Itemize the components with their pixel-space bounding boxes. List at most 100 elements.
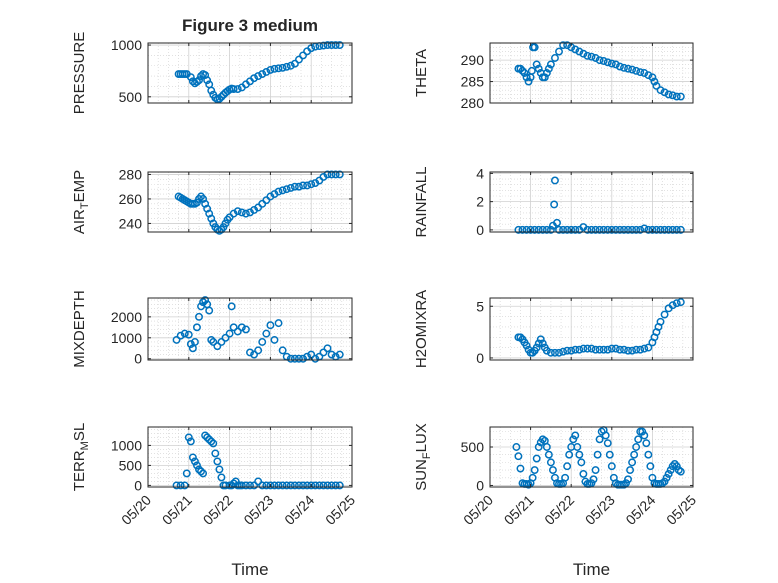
data-point [319, 41, 328, 50]
data-point [551, 54, 559, 62]
data-point [632, 443, 641, 451]
data-point [172, 481, 181, 490]
y-tick-label: 280 [119, 166, 143, 182]
data-point [559, 41, 568, 50]
data-point [527, 66, 536, 75]
data-point [512, 443, 521, 451]
data-point [286, 183, 295, 192]
data-point [282, 481, 291, 490]
data-point [518, 225, 527, 234]
data-point [603, 345, 612, 354]
data-point [546, 60, 555, 69]
x-tick-label: 05/24 [622, 492, 658, 528]
data-point [656, 86, 665, 95]
data-point [270, 335, 279, 344]
data-point [632, 225, 641, 234]
subplot-sun-flux: 0 500 05/20 05/21 05/22 05/23 05/24 05/25 SUNFLU… [413, 423, 699, 579]
data-point [605, 450, 614, 459]
y-tick-label: 4 [476, 165, 484, 181]
data-point [567, 225, 576, 234]
data-point [295, 481, 303, 490]
data-point [530, 466, 539, 475]
data-point [250, 481, 259, 490]
data-point [215, 94, 224, 103]
data-point [622, 479, 630, 488]
x-axis-label: Time [573, 560, 610, 579]
data-point [567, 346, 576, 355]
data-point [241, 209, 250, 218]
data-point [205, 435, 214, 444]
subplot-air-temp: 240 260 280 AIRTEMP [71, 166, 353, 235]
data-point [299, 481, 307, 490]
data-point [668, 301, 677, 310]
data-point [241, 325, 250, 334]
data-point [274, 319, 283, 328]
data-point [516, 333, 525, 342]
data-point [274, 187, 283, 196]
data-point [546, 458, 555, 467]
data-point [615, 62, 624, 71]
grid-lines [489, 427, 694, 487]
data-point [672, 462, 681, 471]
data-point [184, 330, 193, 339]
data-points [512, 426, 685, 489]
data-point [282, 185, 291, 194]
y-axis-label: PRESSURE [71, 32, 88, 115]
data-point [636, 345, 645, 354]
data-point [579, 49, 588, 58]
x-tick-label: 05/25 [663, 492, 699, 528]
data-point [258, 338, 267, 346]
data-point [536, 335, 545, 344]
data-point [237, 208, 246, 217]
data-point [620, 345, 628, 354]
data-point [295, 354, 303, 363]
data-point [262, 481, 271, 490]
data-point [672, 225, 681, 234]
data-point [258, 481, 267, 490]
data-point [254, 346, 263, 355]
x-tick-label: 05/22 [541, 492, 577, 528]
data-point [599, 345, 608, 354]
data-point [217, 92, 226, 101]
data-point [620, 225, 628, 234]
data-point [205, 306, 214, 315]
data-point [575, 450, 584, 459]
data-point [217, 473, 226, 482]
axes-box [147, 171, 353, 233]
data-point [546, 348, 555, 357]
data-point [526, 225, 535, 234]
data-point [624, 225, 632, 234]
data-point [199, 469, 208, 478]
data-point [295, 55, 303, 64]
data-point [532, 454, 541, 463]
data-point [331, 170, 340, 179]
data-point [591, 225, 600, 234]
data-point [254, 72, 263, 81]
data-point [640, 69, 649, 77]
data-point [591, 345, 600, 354]
data-point [542, 443, 551, 451]
data-point [587, 479, 596, 488]
data-point [595, 225, 604, 234]
y-tick-label: 280 [461, 95, 485, 111]
data-point [628, 65, 637, 74]
data-point [601, 431, 610, 440]
data-point [295, 182, 303, 191]
data-point [534, 443, 543, 451]
data-point [335, 350, 344, 359]
data-point [676, 225, 685, 234]
data-point [532, 343, 541, 352]
data-point [522, 225, 531, 234]
data-point [624, 475, 632, 484]
data-points [174, 170, 344, 235]
y-axis-label: THETA [413, 49, 430, 97]
data-point [607, 59, 616, 68]
data-point [571, 225, 580, 234]
data-point [579, 344, 588, 353]
data-point [327, 481, 336, 490]
data-point [190, 457, 199, 466]
data-point [644, 225, 653, 234]
data-point [676, 92, 685, 101]
data-point [638, 427, 647, 436]
data-point [246, 481, 254, 490]
